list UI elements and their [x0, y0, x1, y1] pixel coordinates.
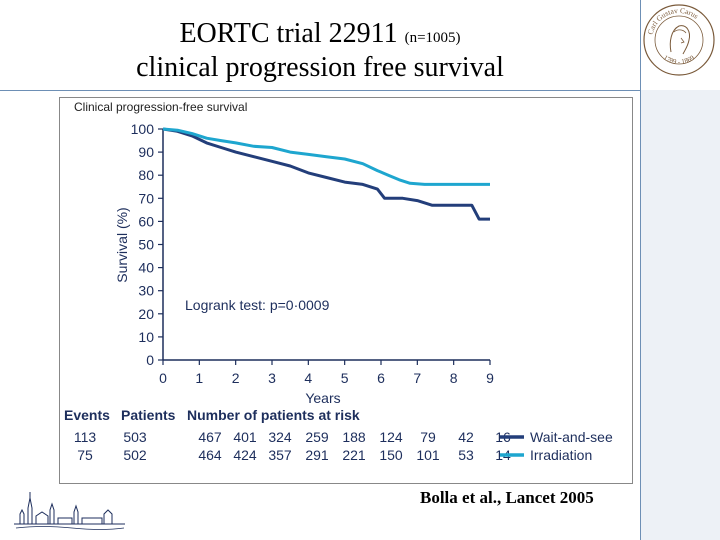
risk-at-risk-value: 53	[458, 447, 474, 463]
right-divider	[640, 0, 641, 540]
risk-at-risk-value: 259	[305, 429, 329, 445]
series-line-irradiation	[162, 127, 490, 186]
risk-at-risk-value: 150	[379, 447, 403, 463]
risk-events: 113	[74, 429, 97, 445]
y-tick-label: 100	[131, 121, 155, 137]
axes	[162, 129, 490, 361]
x-tick-label: 6	[377, 370, 385, 386]
x-axis-label: Years	[305, 390, 340, 406]
risk-at-risk-value: 467	[198, 429, 222, 445]
dresden-skyline-logo	[14, 492, 125, 530]
risk-header-at-risk: Number of patients at risk	[187, 407, 360, 423]
risk-at-risk-value: 221	[342, 447, 366, 463]
title-n: (n=1005)	[404, 30, 461, 46]
y-axis-label: Survival (%)	[114, 207, 130, 282]
x-tick-label: 1	[195, 370, 203, 386]
title-divider	[0, 90, 640, 91]
risk-at-risk-value: 42	[458, 429, 474, 445]
svg-text:1789 - 1869: 1789 - 1869	[662, 53, 696, 66]
risk-at-risk-value: 424	[233, 447, 257, 463]
x-tick-label: 5	[341, 370, 349, 386]
y-tick-label: 90	[138, 144, 154, 160]
km-chart: 0 10 20 30 40 50 60 70 80 90 100 0 1 2 3 4 5 6 7 8 9 Surviv…	[64, 121, 613, 463]
risk-events: 75	[77, 447, 93, 463]
y-tick-label: 80	[138, 167, 154, 183]
y-tick-label: 10	[138, 329, 154, 345]
y-tick-label: 20	[138, 306, 154, 322]
risk-at-risk-value: 124	[379, 429, 403, 445]
y-tick-label: 60	[138, 213, 154, 229]
y-tick-label: 30	[138, 283, 154, 299]
x-tick-label: 0	[159, 370, 167, 386]
y-tick-label: 40	[138, 260, 154, 276]
risk-at-risk-value: 188	[342, 429, 366, 445]
slide-title-line1: EORTC trial 22911 (n=1005)	[0, 18, 640, 50]
risk-patients: 502	[123, 447, 147, 463]
y-tick-label: 50	[138, 237, 154, 253]
right-sidebar	[640, 90, 720, 540]
risk-header-events: Events	[64, 407, 110, 423]
svg-text:Carl Gustav Carus: Carl Gustav Carus	[646, 6, 701, 36]
chart-panel: Clinical progression-free survival 0 10 20…	[59, 97, 633, 484]
x-tick-label: 9	[486, 370, 494, 386]
title-main: EORTC trial 22911	[179, 18, 398, 49]
legend-label: Wait-and-see	[530, 429, 613, 445]
carus-seal-logo: Carl Gustav Carus 1789 - 1869	[643, 4, 715, 76]
slide-title-line2: clinical progression free survival	[136, 52, 504, 83]
x-tick-label: 2	[232, 370, 240, 386]
y-tick-label: 0	[146, 352, 154, 368]
y-tick-label: 70	[138, 190, 154, 206]
risk-at-risk-value: 291	[305, 447, 329, 463]
risk-at-risk-value: 79	[420, 429, 436, 445]
legend-label: Irradiation	[530, 447, 592, 463]
risk-header-patients: Patients	[121, 407, 176, 423]
chart-title: Clinical progression-free survival	[74, 100, 248, 114]
x-tick-label: 7	[413, 370, 421, 386]
risk-at-risk-value: 357	[268, 447, 292, 463]
risk-at-risk-value: 464	[198, 447, 222, 463]
risk-patients: 503	[123, 429, 147, 445]
citation: Bolla et al., Lancet 2005	[420, 488, 594, 507]
logrank-annotation: Logrank test: p=0·0009	[185, 297, 330, 313]
x-tick-label: 3	[268, 370, 276, 386]
x-tick-label: 8	[450, 370, 458, 386]
series-line-wait-and-see	[162, 127, 490, 221]
risk-at-risk-value: 401	[233, 429, 257, 445]
risk-at-risk-value: 324	[268, 429, 292, 445]
risk-at-risk-value: 101	[416, 447, 440, 463]
x-tick-label: 4	[304, 370, 312, 386]
